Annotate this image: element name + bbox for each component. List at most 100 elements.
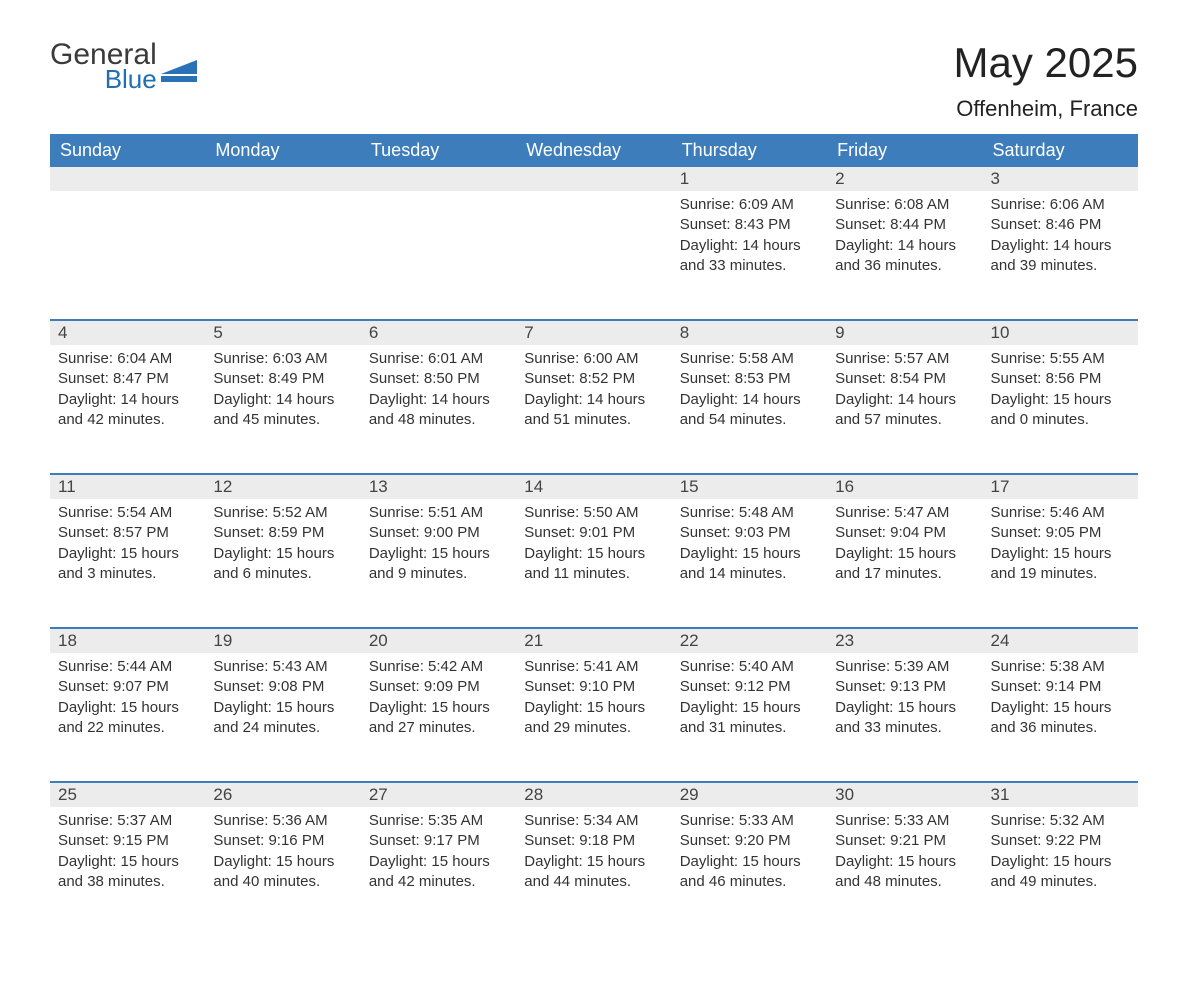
- sunset-text: Sunset: 9:22 PM: [991, 831, 1130, 851]
- day-body: Sunrise: 6:09 AMSunset: 8:43 PMDaylight:…: [672, 191, 827, 286]
- day-number: 28: [516, 781, 671, 807]
- weekday-header: Monday: [205, 134, 360, 167]
- sunset-text: Sunset: 8:43 PM: [680, 215, 819, 235]
- day-cell: Sunrise: 6:01 AMSunset: 8:50 PMDaylight:…: [361, 345, 516, 473]
- day-number: 26: [205, 781, 360, 807]
- sunset-text: Sunset: 9:20 PM: [680, 831, 819, 851]
- day-body: Sunrise: 6:03 AMSunset: 8:49 PMDaylight:…: [205, 345, 360, 440]
- daylight-text: Daylight: 15 hours and 9 minutes.: [369, 544, 508, 585]
- day-body: Sunrise: 5:43 AMSunset: 9:08 PMDaylight:…: [205, 653, 360, 748]
- day-cell: Sunrise: 5:42 AMSunset: 9:09 PMDaylight:…: [361, 653, 516, 781]
- day-cell: Sunrise: 5:54 AMSunset: 8:57 PMDaylight:…: [50, 499, 205, 627]
- day-body: Sunrise: 5:41 AMSunset: 9:10 PMDaylight:…: [516, 653, 671, 748]
- sunrise-text: Sunrise: 5:51 AM: [369, 503, 508, 523]
- day-number: 15: [672, 473, 827, 499]
- sunrise-text: Sunrise: 5:36 AM: [213, 811, 352, 831]
- calendar-page: General Blue May 2025 Offenheim, France …: [0, 0, 1188, 985]
- daylight-text: Daylight: 15 hours and 46 minutes.: [680, 852, 819, 893]
- sunrise-text: Sunrise: 6:06 AM: [991, 195, 1130, 215]
- day-cell: Sunrise: 5:58 AMSunset: 8:53 PMDaylight:…: [672, 345, 827, 473]
- day-number: 23: [827, 627, 982, 653]
- header: General Blue May 2025 Offenheim, France: [50, 40, 1138, 122]
- location: Offenheim, France: [954, 96, 1138, 122]
- day-body: Sunrise: 5:54 AMSunset: 8:57 PMDaylight:…: [50, 499, 205, 594]
- sunrise-text: Sunrise: 5:47 AM: [835, 503, 974, 523]
- week-number-row: 25262728293031: [50, 781, 1138, 807]
- sunset-text: Sunset: 9:15 PM: [58, 831, 197, 851]
- sunrise-text: Sunrise: 6:00 AM: [524, 349, 663, 369]
- day-body: Sunrise: 5:35 AMSunset: 9:17 PMDaylight:…: [361, 807, 516, 902]
- day-body: Sunrise: 5:34 AMSunset: 9:18 PMDaylight:…: [516, 807, 671, 902]
- day-cell: Sunrise: 5:34 AMSunset: 9:18 PMDaylight:…: [516, 807, 671, 935]
- day-body: Sunrise: 5:55 AMSunset: 8:56 PMDaylight:…: [983, 345, 1138, 440]
- day-body: Sunrise: 6:04 AMSunset: 8:47 PMDaylight:…: [50, 345, 205, 440]
- weekday-header-row: Sunday Monday Tuesday Wednesday Thursday…: [50, 134, 1138, 167]
- day-number: [205, 167, 360, 191]
- day-number: 4: [50, 319, 205, 345]
- day-number: 14: [516, 473, 671, 499]
- day-cell: Sunrise: 5:41 AMSunset: 9:10 PMDaylight:…: [516, 653, 671, 781]
- day-cell: Sunrise: 6:06 AMSunset: 8:46 PMDaylight:…: [983, 191, 1138, 319]
- month-title: May 2025: [954, 40, 1138, 86]
- day-cell: [361, 191, 516, 319]
- day-number: 8: [672, 319, 827, 345]
- day-number: 2: [827, 167, 982, 191]
- weekday-header: Wednesday: [516, 134, 671, 167]
- sunset-text: Sunset: 9:18 PM: [524, 831, 663, 851]
- sunset-text: Sunset: 9:09 PM: [369, 677, 508, 697]
- day-cell: Sunrise: 5:51 AMSunset: 9:00 PMDaylight:…: [361, 499, 516, 627]
- sunset-text: Sunset: 8:59 PM: [213, 523, 352, 543]
- sunset-text: Sunset: 8:49 PM: [213, 369, 352, 389]
- logo-flag-icon: [161, 52, 197, 82]
- day-body: Sunrise: 5:36 AMSunset: 9:16 PMDaylight:…: [205, 807, 360, 902]
- daylight-text: Daylight: 15 hours and 24 minutes.: [213, 698, 352, 739]
- day-number: 5: [205, 319, 360, 345]
- day-number: 6: [361, 319, 516, 345]
- daylight-text: Daylight: 14 hours and 33 minutes.: [680, 236, 819, 277]
- day-number: 12: [205, 473, 360, 499]
- daylight-text: Daylight: 15 hours and 33 minutes.: [835, 698, 974, 739]
- sunset-text: Sunset: 9:12 PM: [680, 677, 819, 697]
- day-cell: [516, 191, 671, 319]
- daylight-text: Daylight: 15 hours and 22 minutes.: [58, 698, 197, 739]
- daylight-text: Daylight: 14 hours and 54 minutes.: [680, 390, 819, 431]
- sunset-text: Sunset: 8:46 PM: [991, 215, 1130, 235]
- sunrise-text: Sunrise: 5:34 AM: [524, 811, 663, 831]
- week-number-row: 18192021222324: [50, 627, 1138, 653]
- weekday-header: Thursday: [672, 134, 827, 167]
- sunset-text: Sunset: 9:05 PM: [991, 523, 1130, 543]
- sunrise-text: Sunrise: 5:48 AM: [680, 503, 819, 523]
- week-body-row: Sunrise: 6:04 AMSunset: 8:47 PMDaylight:…: [50, 345, 1138, 473]
- daylight-text: Daylight: 15 hours and 14 minutes.: [680, 544, 819, 585]
- day-body: Sunrise: 5:39 AMSunset: 9:13 PMDaylight:…: [827, 653, 982, 748]
- day-body: Sunrise: 5:42 AMSunset: 9:09 PMDaylight:…: [361, 653, 516, 748]
- day-body: Sunrise: 5:33 AMSunset: 9:20 PMDaylight:…: [672, 807, 827, 902]
- logo: General Blue: [50, 40, 197, 92]
- day-number: 20: [361, 627, 516, 653]
- day-body: Sunrise: 5:47 AMSunset: 9:04 PMDaylight:…: [827, 499, 982, 594]
- daylight-text: Daylight: 15 hours and 49 minutes.: [991, 852, 1130, 893]
- weekday-header: Sunday: [50, 134, 205, 167]
- day-cell: Sunrise: 5:36 AMSunset: 9:16 PMDaylight:…: [205, 807, 360, 935]
- day-number: 19: [205, 627, 360, 653]
- sunset-text: Sunset: 8:47 PM: [58, 369, 197, 389]
- day-cell: Sunrise: 5:43 AMSunset: 9:08 PMDaylight:…: [205, 653, 360, 781]
- sunset-text: Sunset: 9:07 PM: [58, 677, 197, 697]
- day-number: 24: [983, 627, 1138, 653]
- daylight-text: Daylight: 14 hours and 42 minutes.: [58, 390, 197, 431]
- week-number-row: 123: [50, 167, 1138, 191]
- day-number: [50, 167, 205, 191]
- sunrise-text: Sunrise: 6:08 AM: [835, 195, 974, 215]
- sunset-text: Sunset: 9:14 PM: [991, 677, 1130, 697]
- daylight-text: Daylight: 14 hours and 39 minutes.: [991, 236, 1130, 277]
- sunset-text: Sunset: 9:16 PM: [213, 831, 352, 851]
- sunrise-text: Sunrise: 5:44 AM: [58, 657, 197, 677]
- day-number: [516, 167, 671, 191]
- daylight-text: Daylight: 15 hours and 27 minutes.: [369, 698, 508, 739]
- sunset-text: Sunset: 9:17 PM: [369, 831, 508, 851]
- daylight-text: Daylight: 15 hours and 17 minutes.: [835, 544, 974, 585]
- day-cell: Sunrise: 6:08 AMSunset: 8:44 PMDaylight:…: [827, 191, 982, 319]
- sunset-text: Sunset: 9:10 PM: [524, 677, 663, 697]
- sunset-text: Sunset: 9:00 PM: [369, 523, 508, 543]
- day-cell: Sunrise: 5:39 AMSunset: 9:13 PMDaylight:…: [827, 653, 982, 781]
